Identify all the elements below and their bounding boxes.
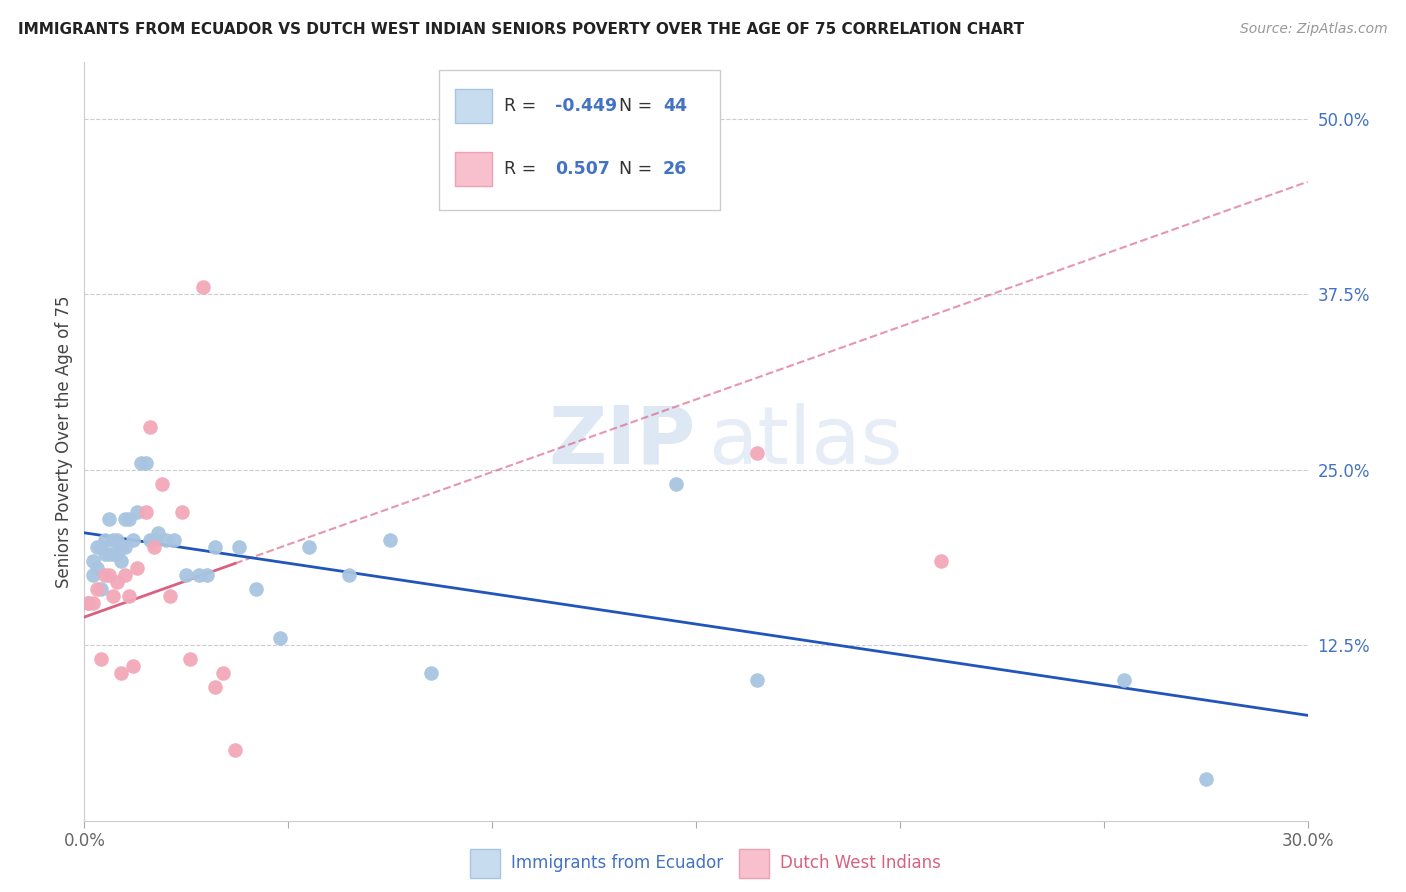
FancyBboxPatch shape [738,848,769,878]
Text: ZIP: ZIP [548,402,696,481]
Text: 0.507: 0.507 [555,160,610,178]
Point [298,540,321,554]
Point [122,659,145,673]
Point [101,589,124,603]
Point [155,533,177,547]
FancyBboxPatch shape [456,89,492,123]
Point [82,554,104,568]
Text: -0.449: -0.449 [555,96,617,115]
Point [114,568,136,582]
Point [105,533,128,547]
Point [110,666,132,681]
Point [191,280,214,294]
FancyBboxPatch shape [456,152,492,186]
Point [1195,772,1218,786]
Point [101,547,124,561]
Point [665,476,688,491]
Point [204,540,226,554]
Point [195,568,218,582]
Point [93,547,115,561]
Point [82,568,104,582]
Point [212,666,235,681]
Point [105,547,128,561]
Point [174,568,197,582]
Point [97,512,120,526]
Point [172,505,194,519]
Point [90,540,112,554]
Text: Source: ZipAtlas.com: Source: ZipAtlas.com [1240,22,1388,37]
Text: IMMIGRANTS FROM ECUADOR VS DUTCH WEST INDIAN SENIORS POVERTY OVER THE AGE OF 75 : IMMIGRANTS FROM ECUADOR VS DUTCH WEST IN… [18,22,1025,37]
Point [114,512,136,526]
Text: 44: 44 [664,96,688,115]
Text: Dutch West Indians: Dutch West Indians [780,855,941,872]
Point [122,533,145,547]
Point [135,505,157,519]
Point [245,582,267,596]
Point [114,540,136,554]
Point [101,533,124,547]
Point [163,533,186,547]
Point [179,652,201,666]
Point [204,680,226,694]
Point [420,666,443,681]
Text: R =: R = [503,160,547,178]
Point [110,554,132,568]
Point [97,547,120,561]
Point [93,568,115,582]
Point [747,673,769,688]
Point [1114,673,1136,688]
Point [118,589,141,603]
Y-axis label: Seniors Poverty Over the Age of 75: Seniors Poverty Over the Age of 75 [55,295,73,588]
Point [138,533,160,547]
Text: N =: N = [619,96,658,115]
Point [142,533,165,547]
Text: 26: 26 [664,160,688,178]
Point [269,631,291,645]
Point [86,540,108,554]
Point [77,596,100,610]
Text: Immigrants from Ecuador: Immigrants from Ecuador [512,855,724,872]
Point [93,533,115,547]
Point [138,420,160,434]
Point [224,743,246,757]
Point [90,582,112,596]
Point [127,561,149,575]
Point [110,540,132,554]
Point [135,456,157,470]
Point [97,568,120,582]
Point [90,652,112,666]
Point [747,446,769,460]
Text: atlas: atlas [709,402,903,481]
Point [86,582,108,596]
Point [150,476,173,491]
Point [86,561,108,575]
Point [82,596,104,610]
Point [929,554,952,568]
Point [187,568,209,582]
Text: R =: R = [503,96,541,115]
Point [127,505,149,519]
Point [339,568,361,582]
Point [142,540,165,554]
Point [118,512,141,526]
Point [146,525,169,540]
Point [77,596,100,610]
Point [131,456,153,470]
Point [380,533,402,547]
Text: N =: N = [619,160,658,178]
Point [228,540,250,554]
Point [159,589,181,603]
Point [105,574,128,589]
FancyBboxPatch shape [470,848,501,878]
FancyBboxPatch shape [439,70,720,211]
